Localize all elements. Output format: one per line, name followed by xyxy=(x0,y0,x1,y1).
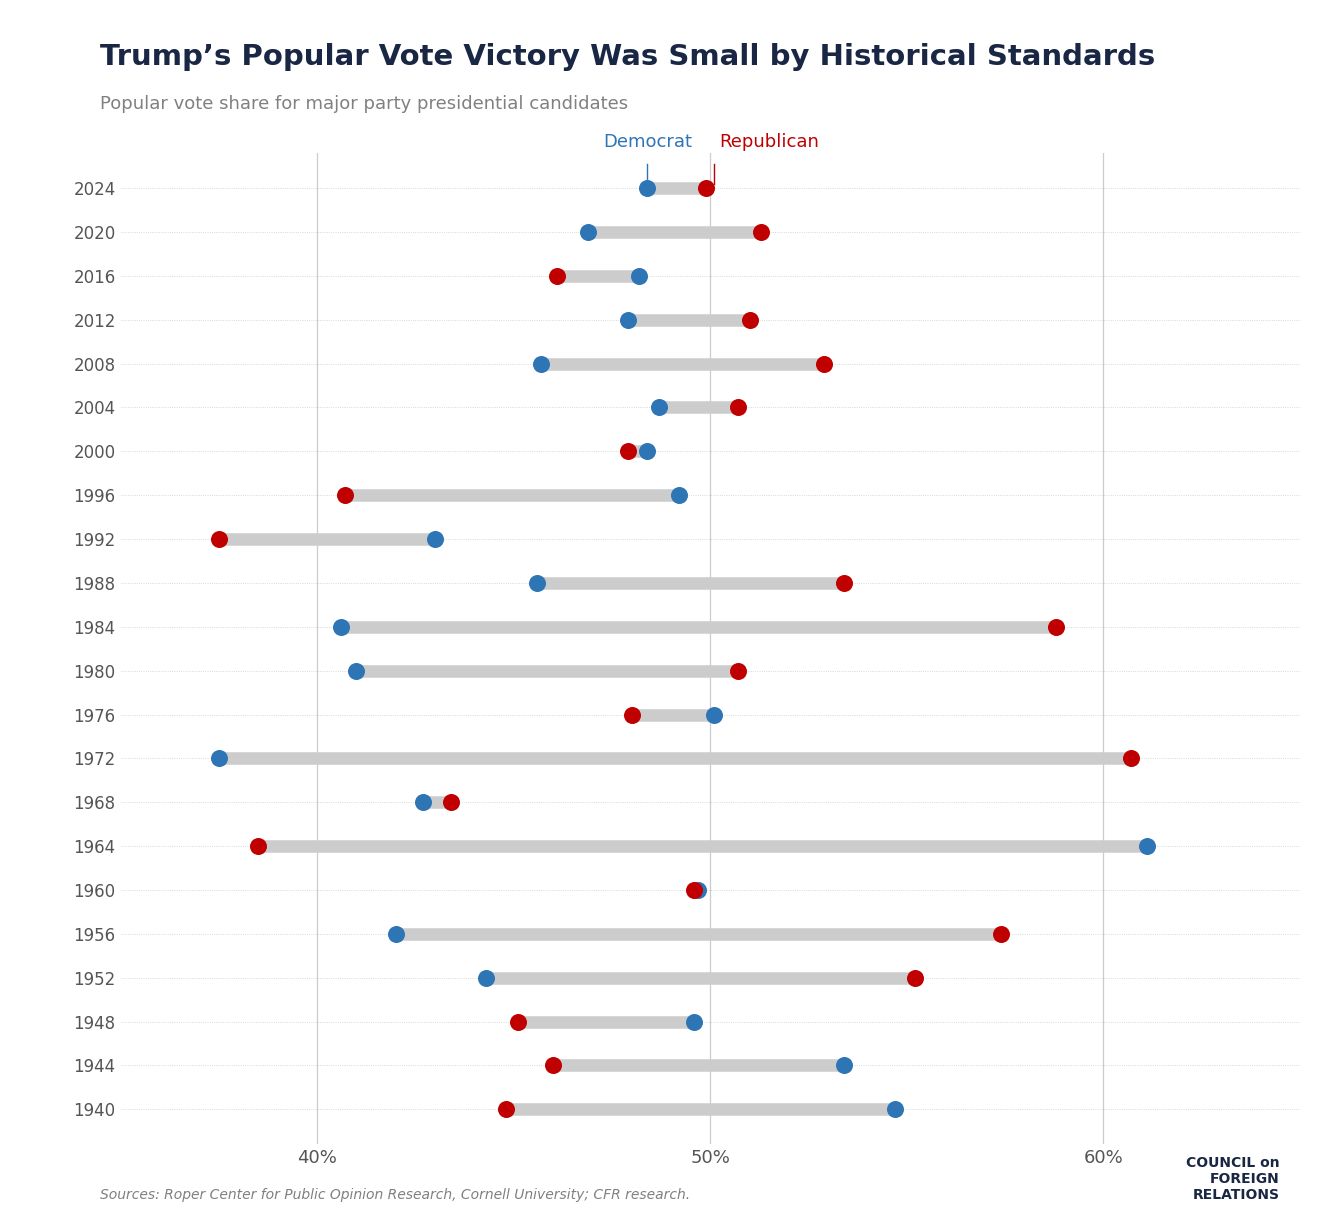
Point xyxy=(616,310,638,329)
Point xyxy=(413,792,434,812)
Point xyxy=(620,705,642,725)
Point xyxy=(649,398,670,417)
Point xyxy=(1045,617,1067,636)
Point xyxy=(527,573,548,592)
Point xyxy=(531,354,552,373)
Point xyxy=(683,1012,705,1032)
Point xyxy=(330,617,351,636)
Point xyxy=(1120,749,1142,769)
Point xyxy=(704,705,725,725)
Point xyxy=(750,223,772,242)
Point xyxy=(884,1099,906,1119)
Point xyxy=(208,749,229,769)
Text: Republican: Republican xyxy=(720,133,819,151)
Point xyxy=(248,836,269,856)
Point xyxy=(813,354,835,373)
Point xyxy=(476,968,497,988)
Point xyxy=(833,1055,855,1075)
Point xyxy=(208,529,229,548)
Text: COUNCIL on
FOREIGN
RELATIONS: COUNCIL on FOREIGN RELATIONS xyxy=(1186,1155,1280,1202)
Point xyxy=(578,223,599,242)
Point xyxy=(440,792,461,812)
Point xyxy=(728,661,749,681)
Point xyxy=(628,266,650,285)
Point xyxy=(494,1099,516,1119)
Point xyxy=(425,529,446,548)
Text: Popular vote share for major party presidential candidates: Popular vote share for major party presi… xyxy=(100,95,628,114)
Point xyxy=(636,179,658,198)
Point xyxy=(990,924,1012,944)
Point xyxy=(728,398,749,417)
Point xyxy=(385,924,406,944)
Text: Trump’s Popular Vote Victory Was Small by Historical Standards: Trump’s Popular Vote Victory Was Small b… xyxy=(100,43,1155,71)
Point xyxy=(1136,836,1158,856)
Point xyxy=(346,661,367,681)
Point xyxy=(507,1012,528,1032)
Point xyxy=(669,486,690,506)
Point xyxy=(905,968,926,988)
Point xyxy=(738,310,760,329)
Point xyxy=(616,442,638,461)
Point xyxy=(833,573,855,592)
Point xyxy=(695,179,717,198)
Point xyxy=(334,486,355,506)
Point xyxy=(547,266,568,285)
Point xyxy=(543,1055,564,1075)
Point xyxy=(687,880,709,900)
Point xyxy=(636,442,658,461)
Text: Sources: Roper Center for Public Opinion Research, Cornell University; CFR resea: Sources: Roper Center for Public Opinion… xyxy=(100,1189,690,1202)
Point xyxy=(683,880,705,900)
Text: Democrat: Democrat xyxy=(603,133,691,151)
